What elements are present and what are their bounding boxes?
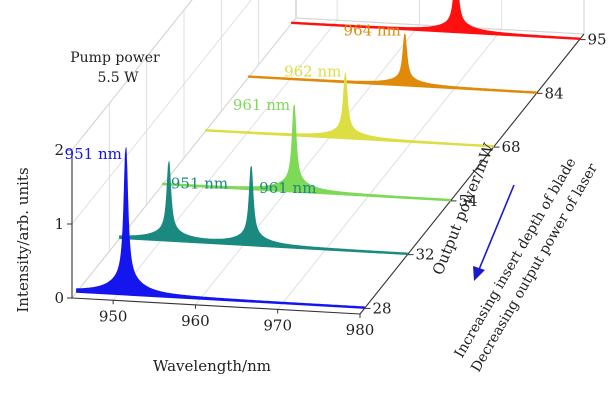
peak-label: 962 nm (284, 63, 341, 81)
z-axis-title: Output power/mW (429, 140, 498, 277)
x-tick-label: 980 (346, 321, 375, 339)
direction-arrow-head (473, 266, 485, 281)
x-axis-line (71, 297, 361, 315)
z-tick-label: 84 (545, 84, 564, 102)
series-ribbon (119, 161, 408, 256)
axes: 950 960 970 980 0 1 2 95 84 68 54 32 28 (54, 31, 606, 339)
z-tick-label: 32 (415, 246, 434, 264)
peak-label: 961 nm (259, 179, 316, 197)
series-ribbon (291, 0, 580, 41)
peak-label: 951 nm (65, 145, 122, 163)
series-ribbon (76, 147, 365, 309)
x-tick-label: 960 (181, 312, 210, 330)
x-axis-title: Wavelength/nm (153, 357, 271, 375)
grid-line-floor (195, 24, 420, 306)
peak-label: 961 nm (233, 96, 290, 114)
y-tick-label: 2 (54, 141, 64, 159)
z-tick-label: 54 (458, 192, 477, 210)
z-tick-label: 95 (588, 31, 607, 49)
series-ribbon (205, 72, 494, 148)
series-ribbon (248, 33, 537, 94)
grid-line-floor (277, 29, 503, 310)
x-tick-label: 970 (263, 316, 292, 334)
y-axis-title: Intensity/arb. units (14, 167, 32, 312)
peak-label: 951 nm (171, 175, 228, 193)
series-group (76, 0, 580, 309)
arrow-label-output-power: Decreasing output power of laser (468, 161, 601, 375)
pump-power-label: Pump power (70, 50, 160, 66)
z-tick-label: 68 (502, 138, 521, 156)
peak-label: 964 nm (344, 22, 401, 40)
direction-arrow (477, 184, 515, 273)
y-tick-label: 0 (54, 289, 64, 307)
z-tick-label: 28 (372, 299, 391, 317)
y-tick-label: 1 (54, 215, 64, 233)
grid-line-floor (112, 20, 338, 301)
pump-power-value: 5.5 W (97, 70, 139, 86)
grid (71, 0, 585, 315)
z-axis-line (359, 33, 585, 315)
x-tick-label: 950 (99, 307, 128, 325)
series-ribbon (162, 104, 451, 202)
